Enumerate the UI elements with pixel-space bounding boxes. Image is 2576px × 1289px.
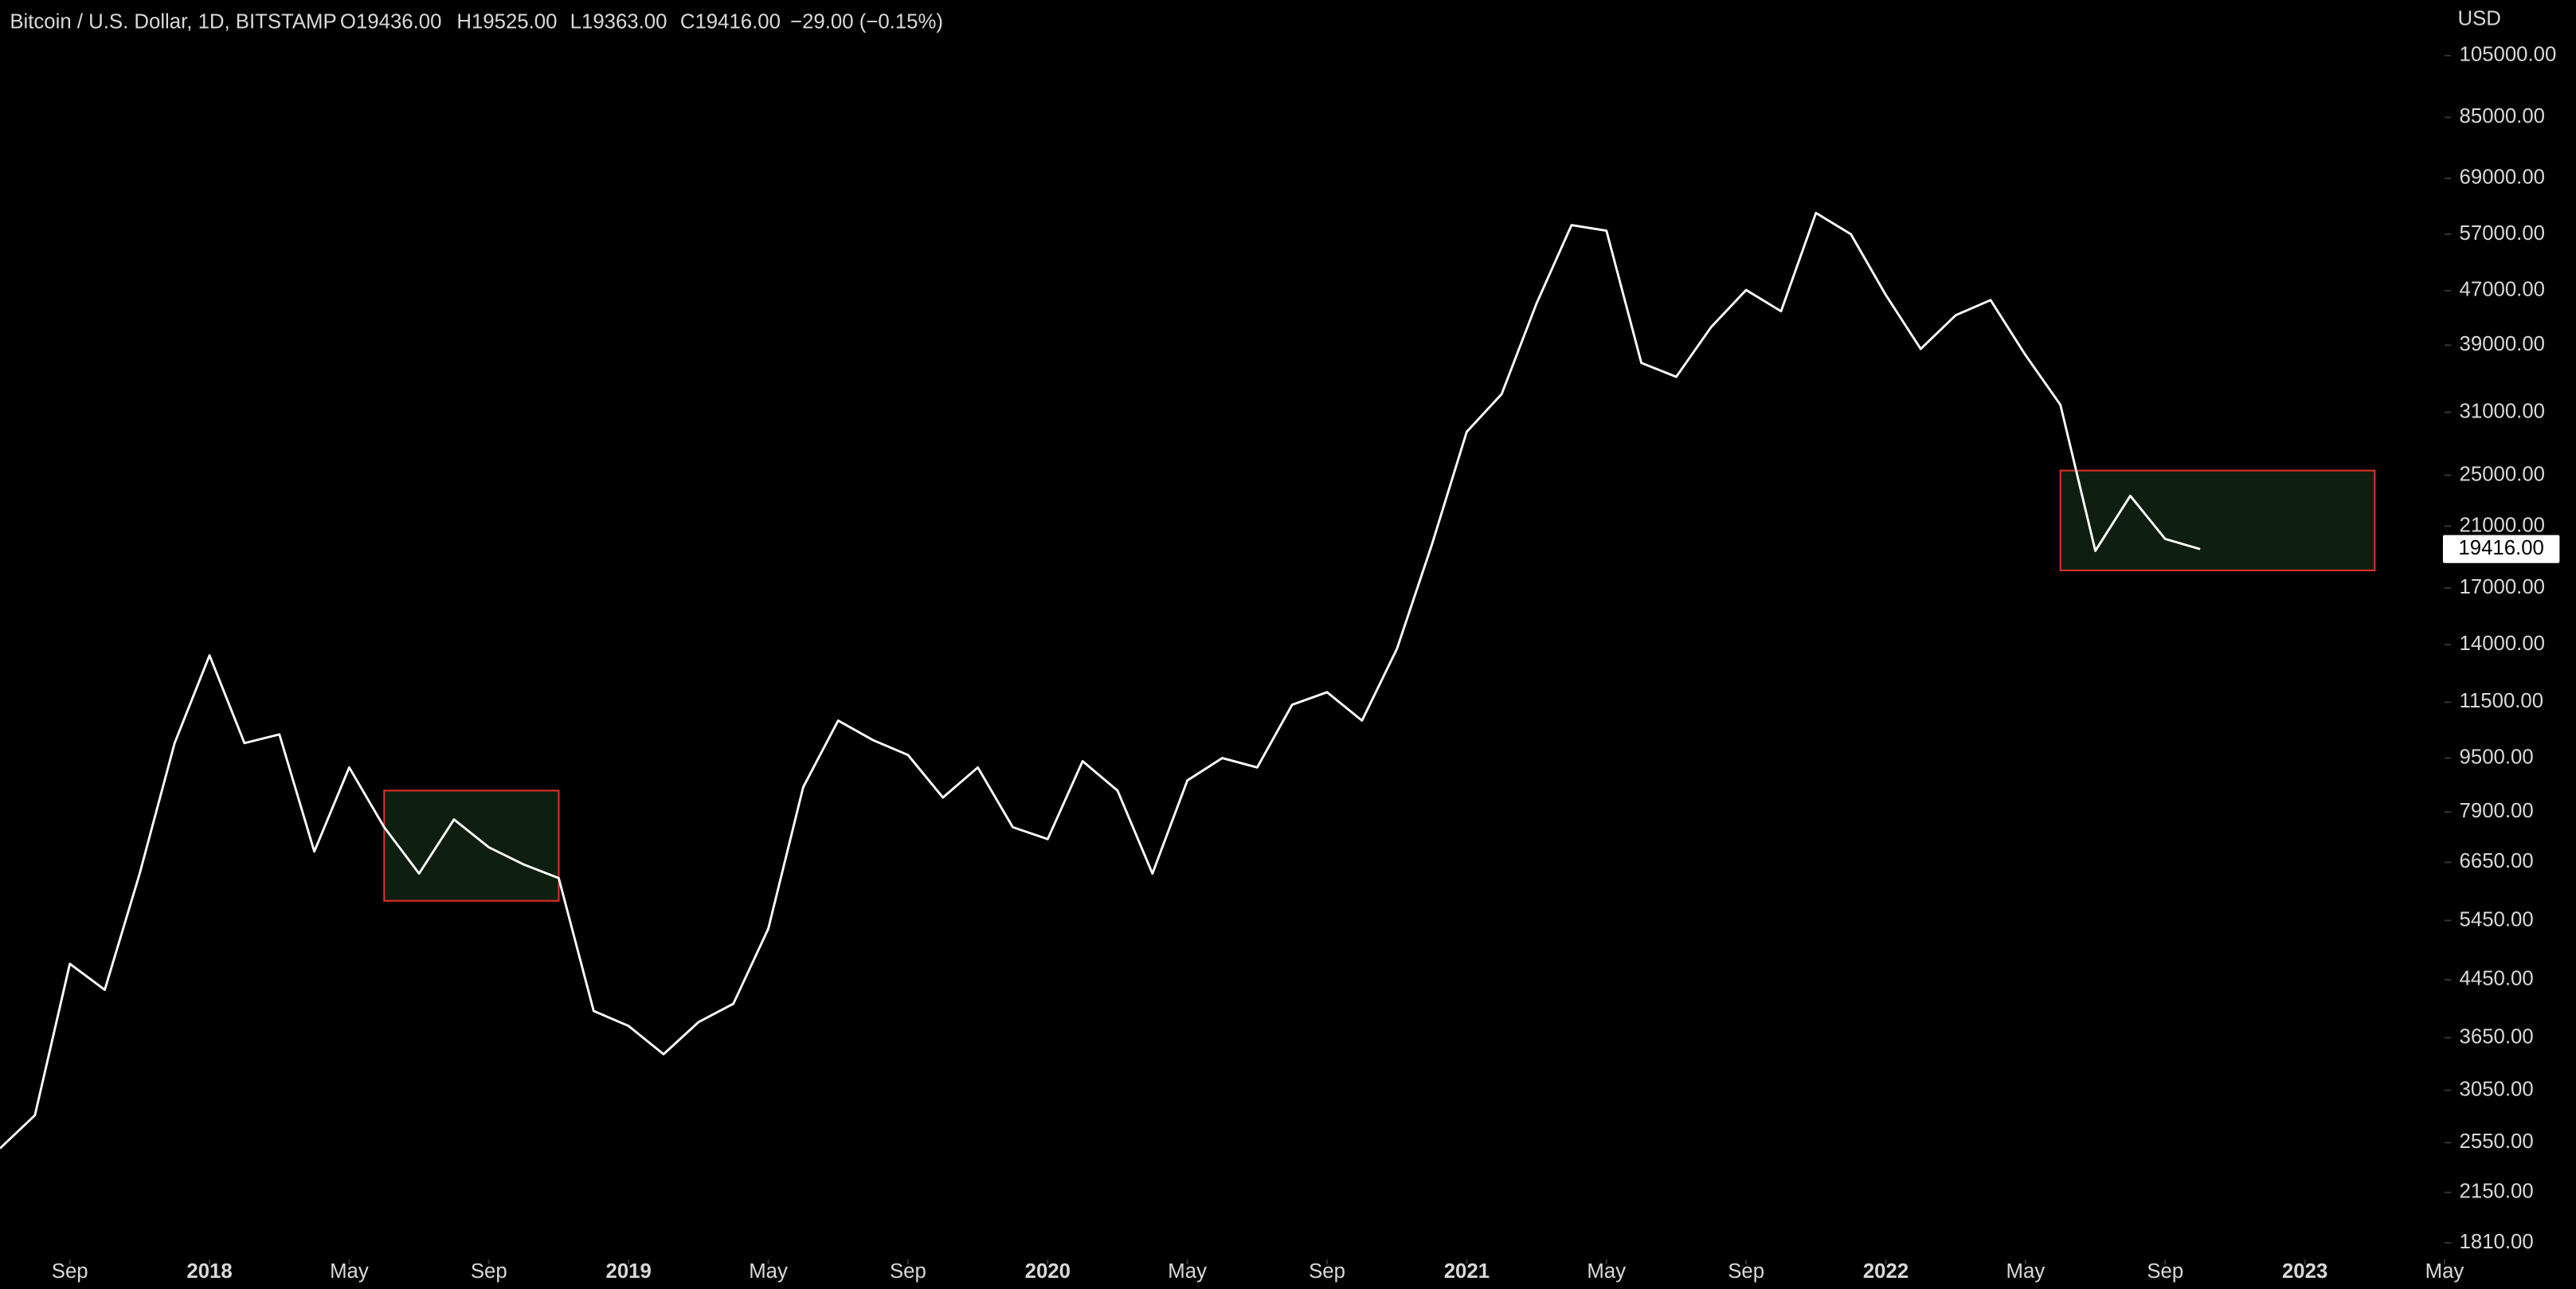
- y-tick-label: 17000.00: [2460, 576, 2545, 598]
- y-unit: USD: [2458, 8, 2501, 30]
- x-tick-label: Sep: [52, 1260, 88, 1283]
- x-tick-label: May: [749, 1260, 788, 1283]
- y-tick-label: 21000.00: [2460, 514, 2545, 536]
- y-tick-label: 39000.00: [2460, 333, 2545, 355]
- x-tick-label: May: [1168, 1260, 1207, 1283]
- y-tick-label: 2150.00: [2460, 1181, 2534, 1203]
- x-tick-label: Sep: [1309, 1260, 1345, 1283]
- y-tick-label: 3650.00: [2460, 1025, 2534, 1048]
- header: Bitcoin / U.S. Dollar, 1D, BITSTAMP O194…: [10, 11, 943, 33]
- x-tick-label: Sep: [471, 1260, 507, 1283]
- x-tick-label: 2023: [2282, 1260, 2327, 1283]
- y-tick-label: 25000.00: [2460, 463, 2545, 485]
- x-tick-label: May: [330, 1260, 369, 1283]
- x-tick-label: May: [2006, 1260, 2046, 1283]
- y-tick-label: 47000.00: [2460, 279, 2545, 301]
- y-tick-label: 69000.00: [2460, 167, 2545, 189]
- y-tick-label: 105000.00: [2460, 44, 2557, 66]
- zone: [383, 789, 560, 902]
- y-tick-label: 2550.00: [2460, 1130, 2534, 1153]
- y-tick-label: 9500.00: [2460, 746, 2534, 768]
- y-tick-label: 57000.00: [2460, 222, 2545, 245]
- y-tick-label: 4450.00: [2460, 968, 2534, 990]
- high: H19525.00: [456, 11, 557, 33]
- y-tick-label: 3050.00: [2460, 1078, 2534, 1100]
- close: C19416.00: [680, 11, 781, 33]
- x-tick-label: 2018: [186, 1260, 232, 1283]
- x-tick-label: 2019: [606, 1260, 652, 1283]
- y-tick-label: 11500.00: [2460, 690, 2544, 712]
- change: −29.00 (−0.15%): [790, 11, 943, 33]
- x-tick-label: May: [1587, 1260, 1626, 1283]
- x-tick-label: Sep: [890, 1260, 926, 1283]
- x-tick-label: 2021: [1444, 1260, 1490, 1283]
- last-price-label: 19416.00: [2458, 537, 2543, 559]
- last-price-box: [2442, 535, 2560, 563]
- y-tick-label: 85000.00: [2460, 105, 2545, 127]
- low: L19363.00: [570, 11, 667, 33]
- zone: [2059, 469, 2376, 572]
- x-tick-label: Sep: [1728, 1260, 1764, 1283]
- y-tick-label: 1810.00: [2460, 1231, 2534, 1253]
- x-tick-label: 2022: [1863, 1260, 1909, 1283]
- x-tick-label: Sep: [2147, 1260, 2183, 1283]
- open: O19436.00: [340, 11, 441, 33]
- y-tick-label: 14000.00: [2460, 633, 2545, 655]
- symbol: Bitcoin / U.S. Dollar, 1D, BITSTAMP: [10, 11, 336, 33]
- price-line: [0, 211, 2201, 1150]
- x-tick-label: May: [2425, 1260, 2464, 1283]
- y-tick-label: 7900.00: [2460, 800, 2534, 822]
- x-tick-label: 2020: [1025, 1260, 1071, 1283]
- y-tick-label: 31000.00: [2460, 400, 2545, 422]
- y-tick-label: 6650.00: [2460, 850, 2534, 872]
- y-tick-label: 5450.00: [2460, 908, 2534, 931]
